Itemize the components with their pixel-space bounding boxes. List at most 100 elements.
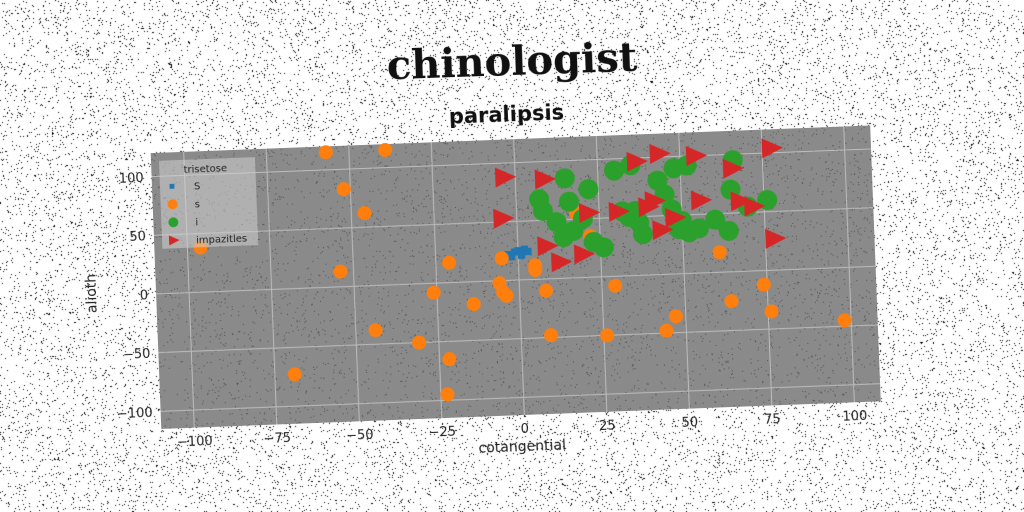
x-grid-line [348, 145, 360, 422]
data-point-s [756, 277, 771, 292]
data-point-impazitles [644, 191, 666, 212]
data-point-s [336, 182, 351, 197]
data-point-impazitles [494, 167, 517, 188]
data-point-impazitles [551, 252, 573, 273]
data-point-impazitles [626, 151, 648, 172]
data-point-s [600, 328, 615, 343]
data-point-s [412, 335, 427, 350]
data-point-s [318, 145, 333, 160]
y-tick-label: −50 [123, 347, 151, 363]
x-grid-line [430, 142, 443, 419]
data-point-i [593, 237, 614, 258]
legend-label-impazitles: impazitles [196, 233, 247, 246]
data-point-s [287, 367, 302, 382]
data-point-impazitles [690, 190, 713, 211]
data-point-i [632, 224, 653, 245]
data-point-i [718, 220, 739, 241]
scatter-chart: paralipsis −100 −75 −50 −25 0 25 50 75 100 −100 −… [83, 100, 881, 457]
y-grid-line [156, 265, 876, 295]
x-axis-ticks: −100 −75 −50 −25 0 25 50 75 100 [177, 409, 868, 451]
data-point-s [524, 247, 532, 256]
data-point-impazitles [730, 191, 752, 212]
y-grid-line [151, 148, 872, 178]
data-point-i [705, 209, 726, 230]
x-grid-line [595, 135, 608, 412]
data-point-impazitles [573, 244, 596, 265]
data-point-i [688, 218, 709, 239]
data-point-i [554, 168, 575, 189]
x-tick-label: −75 [263, 431, 291, 447]
y-tick-label: 50 [129, 230, 146, 246]
data-point-s [357, 206, 372, 221]
data-point-s [466, 297, 481, 312]
data-point-i [546, 212, 567, 233]
data-point-i [553, 227, 574, 248]
chart-subtitle: paralipsis [448, 100, 564, 128]
y-tick-label: 100 [119, 171, 144, 187]
legend-title: trisetose [183, 163, 227, 176]
data-point-i [532, 200, 553, 221]
data-point-i [578, 179, 599, 200]
x-grid-line [265, 148, 278, 425]
data-point-impazitles [764, 228, 787, 249]
data-point-s [712, 245, 727, 260]
x-grid-line [760, 129, 773, 406]
data-point-s [528, 262, 543, 277]
data-point-impazitles [493, 208, 515, 229]
x-axis-label: cotangential [478, 437, 566, 456]
x-tick-label: −50 [346, 428, 374, 444]
y-tick-label: 0 [140, 288, 149, 303]
data-points [193, 138, 852, 402]
data-point-impazitles [578, 203, 601, 224]
data-point-impazitles [761, 138, 783, 159]
y-grid-line [158, 324, 878, 354]
data-point-impazitles [652, 220, 674, 241]
legend-marker-s [169, 183, 175, 189]
data-point-impazitles [685, 146, 708, 167]
legend-marker-impazitles [168, 235, 180, 246]
y-axis-ticks: −100 −50 0 50 100 [117, 171, 153, 422]
x-tick-label: 75 [764, 412, 781, 428]
y-grid-line [160, 383, 881, 412]
data-point-s [442, 255, 457, 270]
x-tick-label: 100 [842, 409, 867, 425]
data-point-s [543, 328, 558, 343]
x-tick-label: −25 [428, 425, 456, 441]
legend-label-i: i [195, 217, 198, 228]
x-grid-line [678, 132, 690, 409]
data-point-s [426, 285, 441, 300]
data-point-impazitles [743, 196, 766, 217]
legend-label-s: s [194, 199, 200, 210]
data-point-s [368, 323, 383, 338]
data-point-s [538, 283, 553, 298]
data-point-impazitles [722, 158, 744, 179]
data-point-impazitles [649, 143, 671, 164]
legend: trisetose Ssi impazitles [158, 157, 259, 249]
data-point-s [764, 304, 779, 319]
data-point-s [517, 251, 526, 259]
legend-marker-i [168, 217, 179, 228]
data-point-s [608, 278, 623, 293]
legend-marker-s [167, 199, 178, 210]
data-point-s [507, 253, 516, 261]
data-point-s [442, 352, 457, 367]
data-point-s [668, 309, 683, 324]
y-tick-label: −100 [117, 406, 153, 422]
data-point-i [604, 160, 625, 181]
x-tick-label: 0 [520, 422, 529, 437]
y-axis-label: alioth [83, 274, 100, 314]
data-point-impazitles [608, 201, 630, 222]
data-point-i [559, 191, 580, 212]
x-tick-label: 25 [599, 418, 616, 434]
data-point-s [440, 387, 455, 402]
legend-box [158, 157, 259, 249]
data-point-s [837, 313, 852, 328]
legend-label-s: S [194, 181, 201, 192]
x-grid-line [513, 139, 525, 415]
data-point-s [494, 251, 509, 266]
data-point-s [499, 288, 514, 303]
data-point-impazitles [537, 236, 559, 257]
data-point-s [333, 264, 348, 279]
x-tick-label: 50 [681, 415, 698, 431]
data-point-s [724, 294, 739, 309]
